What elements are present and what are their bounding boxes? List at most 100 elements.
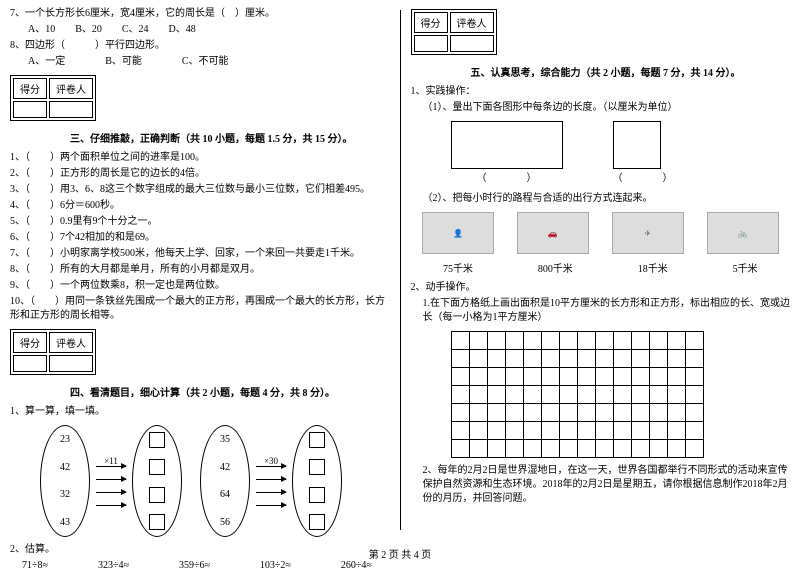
grid-cell bbox=[650, 422, 668, 440]
calc-diagrams: 23 42 32 43 ×11 bbox=[40, 425, 390, 537]
grid-cell bbox=[686, 440, 704, 458]
grid-cell bbox=[506, 332, 524, 350]
grid-cell bbox=[686, 422, 704, 440]
grid-cell bbox=[596, 404, 614, 422]
q8-options: A、一定 B、可能 C、不可能 bbox=[28, 55, 390, 69]
grid-cell bbox=[614, 386, 632, 404]
grid-cell bbox=[686, 350, 704, 368]
grid-cell bbox=[596, 422, 614, 440]
grid-cell bbox=[506, 350, 524, 368]
grid-cell bbox=[506, 422, 524, 440]
grid-cell bbox=[542, 404, 560, 422]
grid-cell bbox=[470, 332, 488, 350]
grid-cell bbox=[524, 368, 542, 386]
grid-cell bbox=[632, 386, 650, 404]
grid-cell bbox=[542, 422, 560, 440]
grid-cell bbox=[650, 386, 668, 404]
grid-cell bbox=[506, 368, 524, 386]
grid-cell bbox=[470, 368, 488, 386]
section-5-title: 五、认真思考，综合能力（共 2 小题，每题 7 分，共 14 分）。 bbox=[471, 64, 791, 79]
transport-person: 👤 bbox=[418, 212, 498, 254]
grid-cell bbox=[668, 332, 686, 350]
grid-cell bbox=[650, 404, 668, 422]
judge-3: 3、（ ）用3、6、8这三个数字组成的最大三位数与最小三位数，它们相差495。 bbox=[10, 183, 390, 197]
num: 32 bbox=[60, 489, 70, 500]
practice-2-1: 1.在下面方格纸上画出面积是10平方厘米的长方形和正方形，标出相应的长、宽或边长… bbox=[423, 297, 791, 325]
num: 64 bbox=[220, 489, 230, 500]
plane-icon: ✈ bbox=[612, 212, 684, 254]
grid-cell bbox=[632, 440, 650, 458]
grader-label: 评卷人 bbox=[49, 332, 93, 353]
paren-label: （ ） bbox=[613, 169, 673, 184]
grid-cell bbox=[452, 350, 470, 368]
grid-cell bbox=[452, 440, 470, 458]
grid-cell bbox=[560, 368, 578, 386]
grid-cell bbox=[614, 350, 632, 368]
num: 42 bbox=[220, 462, 230, 473]
transport-plane: ✈ bbox=[608, 212, 688, 254]
transport-row: 👤 🚗 ✈ 🚲 bbox=[411, 212, 791, 254]
arrow-icon bbox=[96, 505, 126, 506]
grid-cell bbox=[488, 350, 506, 368]
grid-cell bbox=[452, 422, 470, 440]
grid-cell bbox=[632, 350, 650, 368]
calc-title: 1、算一算，填一填。 bbox=[10, 405, 390, 419]
grid-cell bbox=[578, 422, 596, 440]
grid-cell bbox=[596, 350, 614, 368]
grid-cell bbox=[488, 404, 506, 422]
grid-cell bbox=[560, 404, 578, 422]
estimate-items: 71÷8≈ 323÷4≈ 359÷6≈ 103÷2≈ 260÷4≈ bbox=[22, 559, 390, 573]
arrow-icon bbox=[256, 505, 286, 506]
grid-cell bbox=[488, 368, 506, 386]
arrow-icon bbox=[256, 466, 286, 467]
grid-cell bbox=[560, 386, 578, 404]
answer-box bbox=[149, 487, 165, 503]
score-box-3: 得分 评卷人 bbox=[10, 75, 96, 121]
grid-cell bbox=[452, 386, 470, 404]
judge-9: 9、（ ）一个两位数乘8，积一定也是两位数。 bbox=[10, 279, 390, 293]
grid-cell bbox=[686, 332, 704, 350]
practice-1-2: （2）、把每小时行的路程与合适的出行方式连起来。 bbox=[423, 192, 791, 206]
judge-1: 1、（ ）两个面积单位之间的进率是100。 bbox=[10, 151, 390, 165]
q8: 8、四边形（ ）平行四边形。 bbox=[10, 39, 390, 53]
person-icon: 👤 bbox=[422, 212, 494, 254]
grid-cell bbox=[614, 332, 632, 350]
square-shape bbox=[613, 121, 661, 169]
section-3-title: 三、仔细推敲，正确判断（共 10 小题，每题 1.5 分，共 15 分）。 bbox=[70, 130, 390, 145]
speed-3: 18千米 bbox=[638, 260, 668, 275]
score-label: 得分 bbox=[13, 78, 47, 99]
judge-4: 4、（ ）6分＝600秒。 bbox=[10, 199, 390, 213]
right-column: 得分 评卷人 五、认真思考，综合能力（共 2 小题，每题 7 分，共 14 分）… bbox=[401, 0, 800, 540]
grid-cell bbox=[452, 404, 470, 422]
grid-cell bbox=[632, 404, 650, 422]
transport-car: 🚗 bbox=[513, 212, 593, 254]
grid-cell bbox=[632, 332, 650, 350]
grid-cell bbox=[560, 440, 578, 458]
grid-cell bbox=[524, 440, 542, 458]
judge-6: 6、（ ）7个42相加的和是69。 bbox=[10, 231, 390, 245]
grid-cell bbox=[542, 440, 560, 458]
score-label: 得分 bbox=[13, 332, 47, 353]
q7-options: A、10 B、20 C、24 D、48 bbox=[28, 23, 390, 37]
arrow-icon bbox=[96, 492, 126, 493]
ellipse-right-2 bbox=[292, 425, 342, 537]
grid-cell bbox=[542, 386, 560, 404]
grid-cell bbox=[650, 368, 668, 386]
transport-bike: 🚲 bbox=[703, 212, 783, 254]
bike-icon: 🚲 bbox=[707, 212, 779, 254]
arrow-icon bbox=[256, 492, 286, 493]
grid-cell bbox=[470, 440, 488, 458]
grid-cell bbox=[470, 404, 488, 422]
page-footer: 第 2 页 共 4 页 bbox=[0, 546, 800, 561]
grid-cell bbox=[668, 350, 686, 368]
grid-cell bbox=[506, 386, 524, 404]
left-column: 7、一个长方形长6厘米，宽4厘米，它的周长是（ ）厘米。 A、10 B、20 C… bbox=[0, 0, 400, 540]
score-label: 得分 bbox=[414, 12, 448, 33]
answer-box bbox=[149, 514, 165, 530]
grid-cell bbox=[668, 404, 686, 422]
score-box-4: 得分 评卷人 bbox=[10, 329, 96, 375]
arrow-icon bbox=[256, 479, 286, 480]
grid-cell bbox=[578, 440, 596, 458]
answer-box bbox=[309, 432, 325, 448]
num: 35 bbox=[220, 434, 230, 445]
